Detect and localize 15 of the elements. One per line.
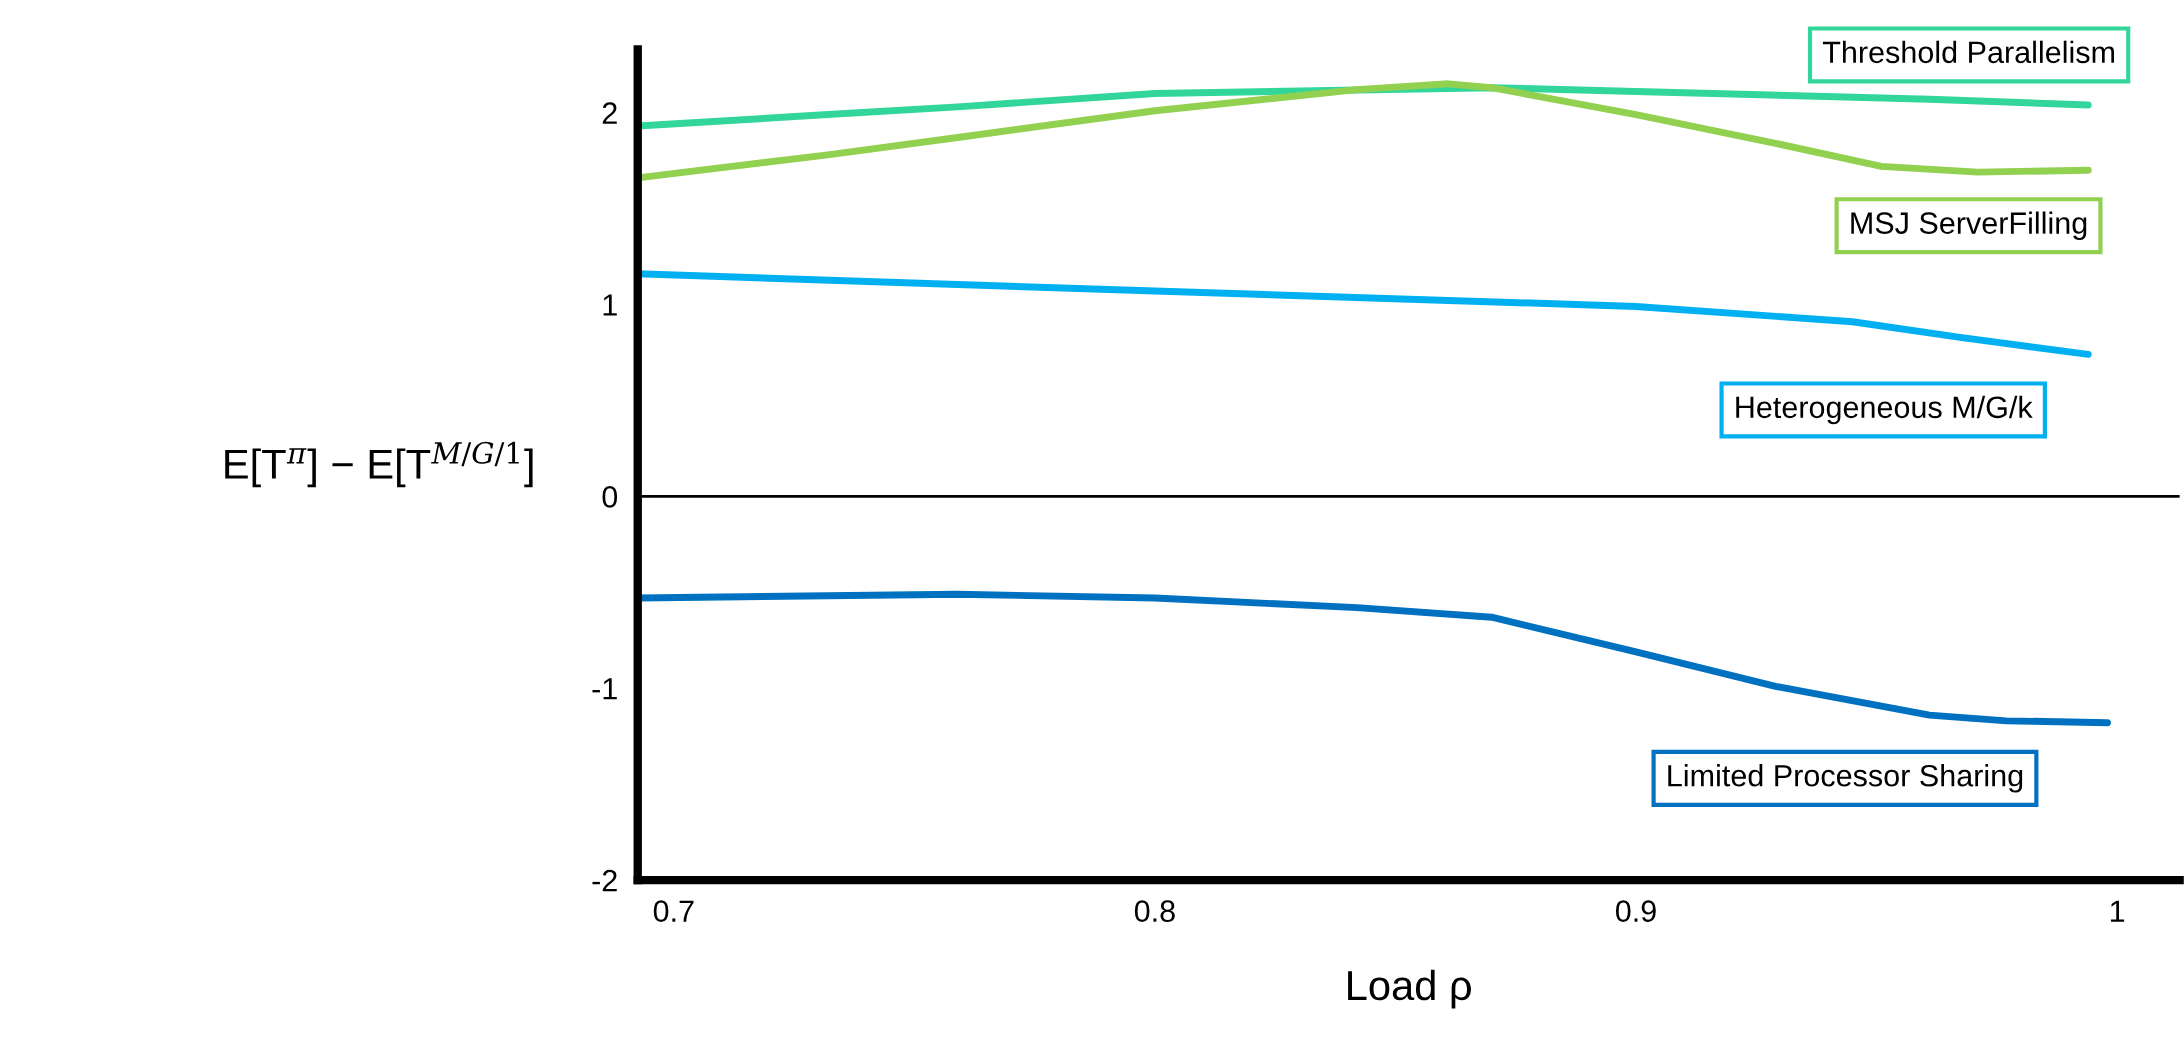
y-tick-label: -2 [592, 869, 617, 892]
y-tick-label: 2 [602, 102, 617, 124]
y-axis-title: E[T$^{π}$] − E[T$^{M/G/1}$] [225, 441, 533, 488]
y-tick-label: -1 [592, 678, 617, 700]
series-label: Limited Processor Sharing [1668, 764, 2023, 793]
x-tick-label: 0.8 [1134, 900, 1175, 922]
x-tick-label: 0.7 [653, 900, 694, 922]
x-axis-title: Load ρ [1348, 969, 1471, 1009]
y-tick-label: 0 [602, 486, 618, 508]
y-tick-label: 1 [603, 294, 617, 316]
series-label: Heterogeneous M/G/k [1736, 395, 2033, 425]
series-label: MSJ ServerFilling [1851, 211, 2087, 240]
x-tick-label: 0.9 [1615, 900, 1656, 922]
series-label: Threshold Parallelism [1822, 40, 2114, 64]
x-tick-label: 1 [2110, 900, 2125, 922]
